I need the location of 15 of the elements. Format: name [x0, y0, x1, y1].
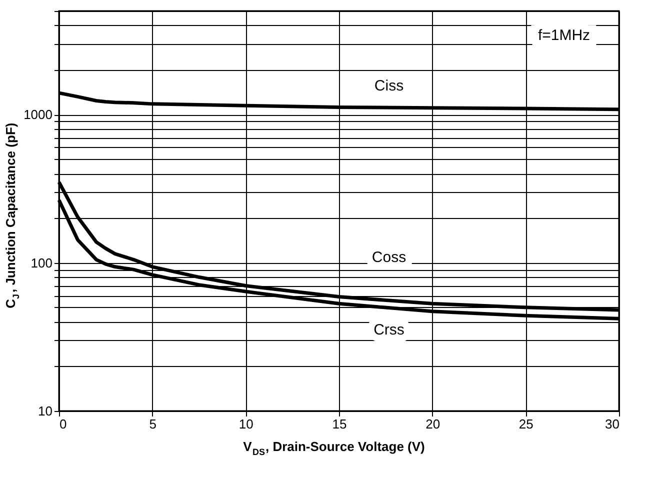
x-tick-label: 20	[426, 416, 440, 432]
annotation: f=1MHz	[538, 27, 590, 44]
series-label: Crss	[374, 322, 404, 339]
x-tick-label: 15	[332, 416, 347, 432]
text: Coss	[372, 248, 406, 266]
x-tick-label: 10	[238, 416, 254, 432]
x-tick-label: 5	[149, 416, 156, 432]
y-tick-label: 100	[30, 255, 52, 270]
y-tick-label: 1000	[24, 107, 52, 122]
x-tick-label: 0	[60, 416, 67, 432]
x-tick-label: 25	[518, 416, 534, 432]
x-tick-label: 30	[605, 416, 620, 432]
series-label: Ciss	[374, 77, 404, 94]
y-tick-label: 10	[38, 404, 52, 418]
y-axis-title: CJ, Junction Capacitance (pF)	[3, 122, 21, 308]
